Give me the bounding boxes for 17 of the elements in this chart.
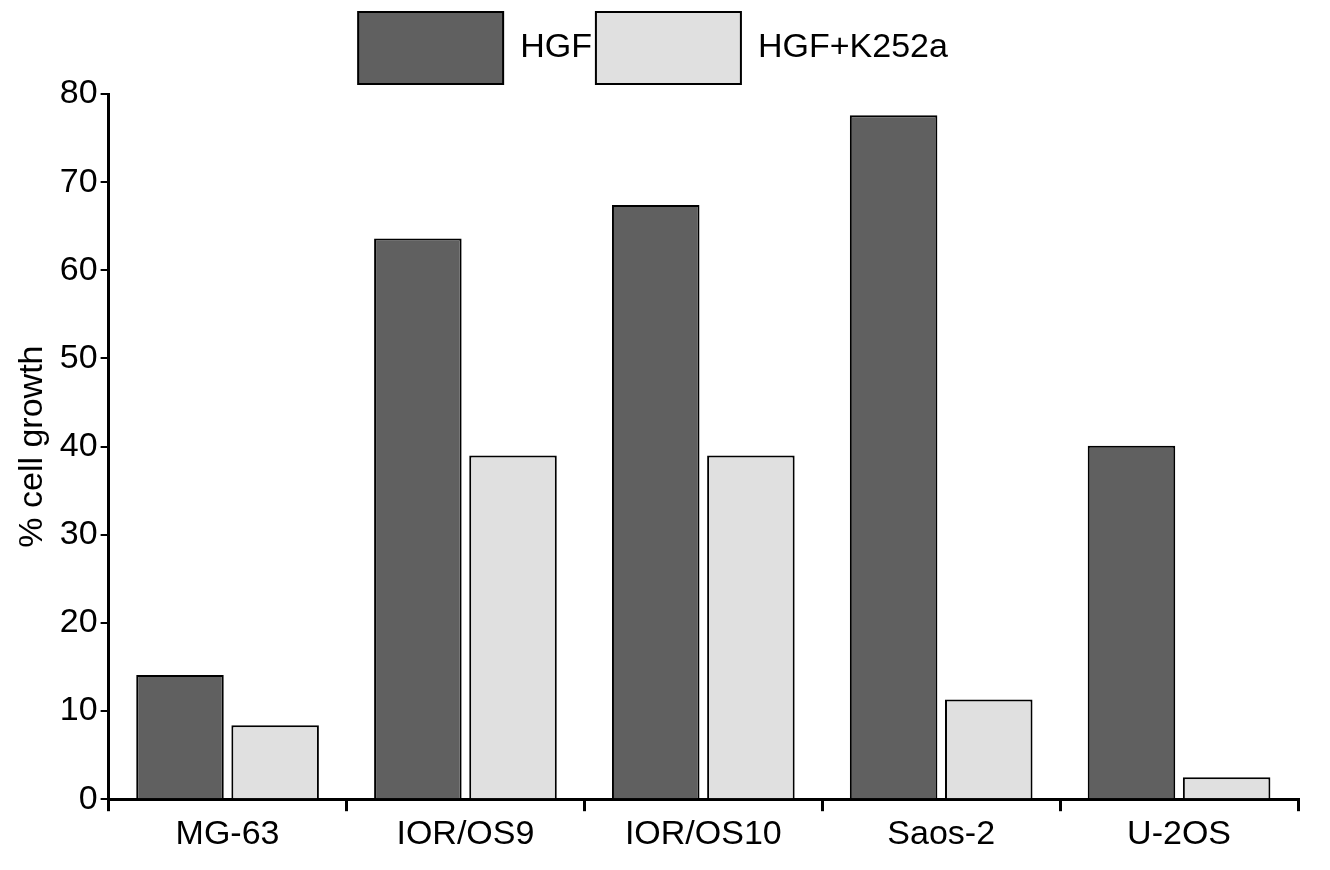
legend-label: HGF <box>520 26 592 65</box>
y-tick-label: 20 <box>59 601 98 640</box>
y-axis-title: % cell growth <box>10 345 49 548</box>
x-tick-label: MG-63 <box>175 812 280 851</box>
y-tick-label: 40 <box>59 424 98 463</box>
y-tick-label: 30 <box>59 513 98 552</box>
y-tick-label: 70 <box>59 160 98 199</box>
legend-label: HGF+K252a <box>757 26 948 65</box>
y-tick-label: 0 <box>78 777 98 816</box>
x-tick-label: IOR/OS9 <box>396 812 535 851</box>
x-tick-label: IOR/OS10 <box>624 812 782 851</box>
y-tick-label: 80 <box>59 72 98 111</box>
y-tick-label: 60 <box>59 248 98 287</box>
x-tick-label: U-2OS <box>1127 812 1232 851</box>
x-tick-label: Saos-2 <box>887 812 996 851</box>
y-tick-label: 50 <box>59 336 98 375</box>
y-tick-label: 10 <box>59 689 98 728</box>
